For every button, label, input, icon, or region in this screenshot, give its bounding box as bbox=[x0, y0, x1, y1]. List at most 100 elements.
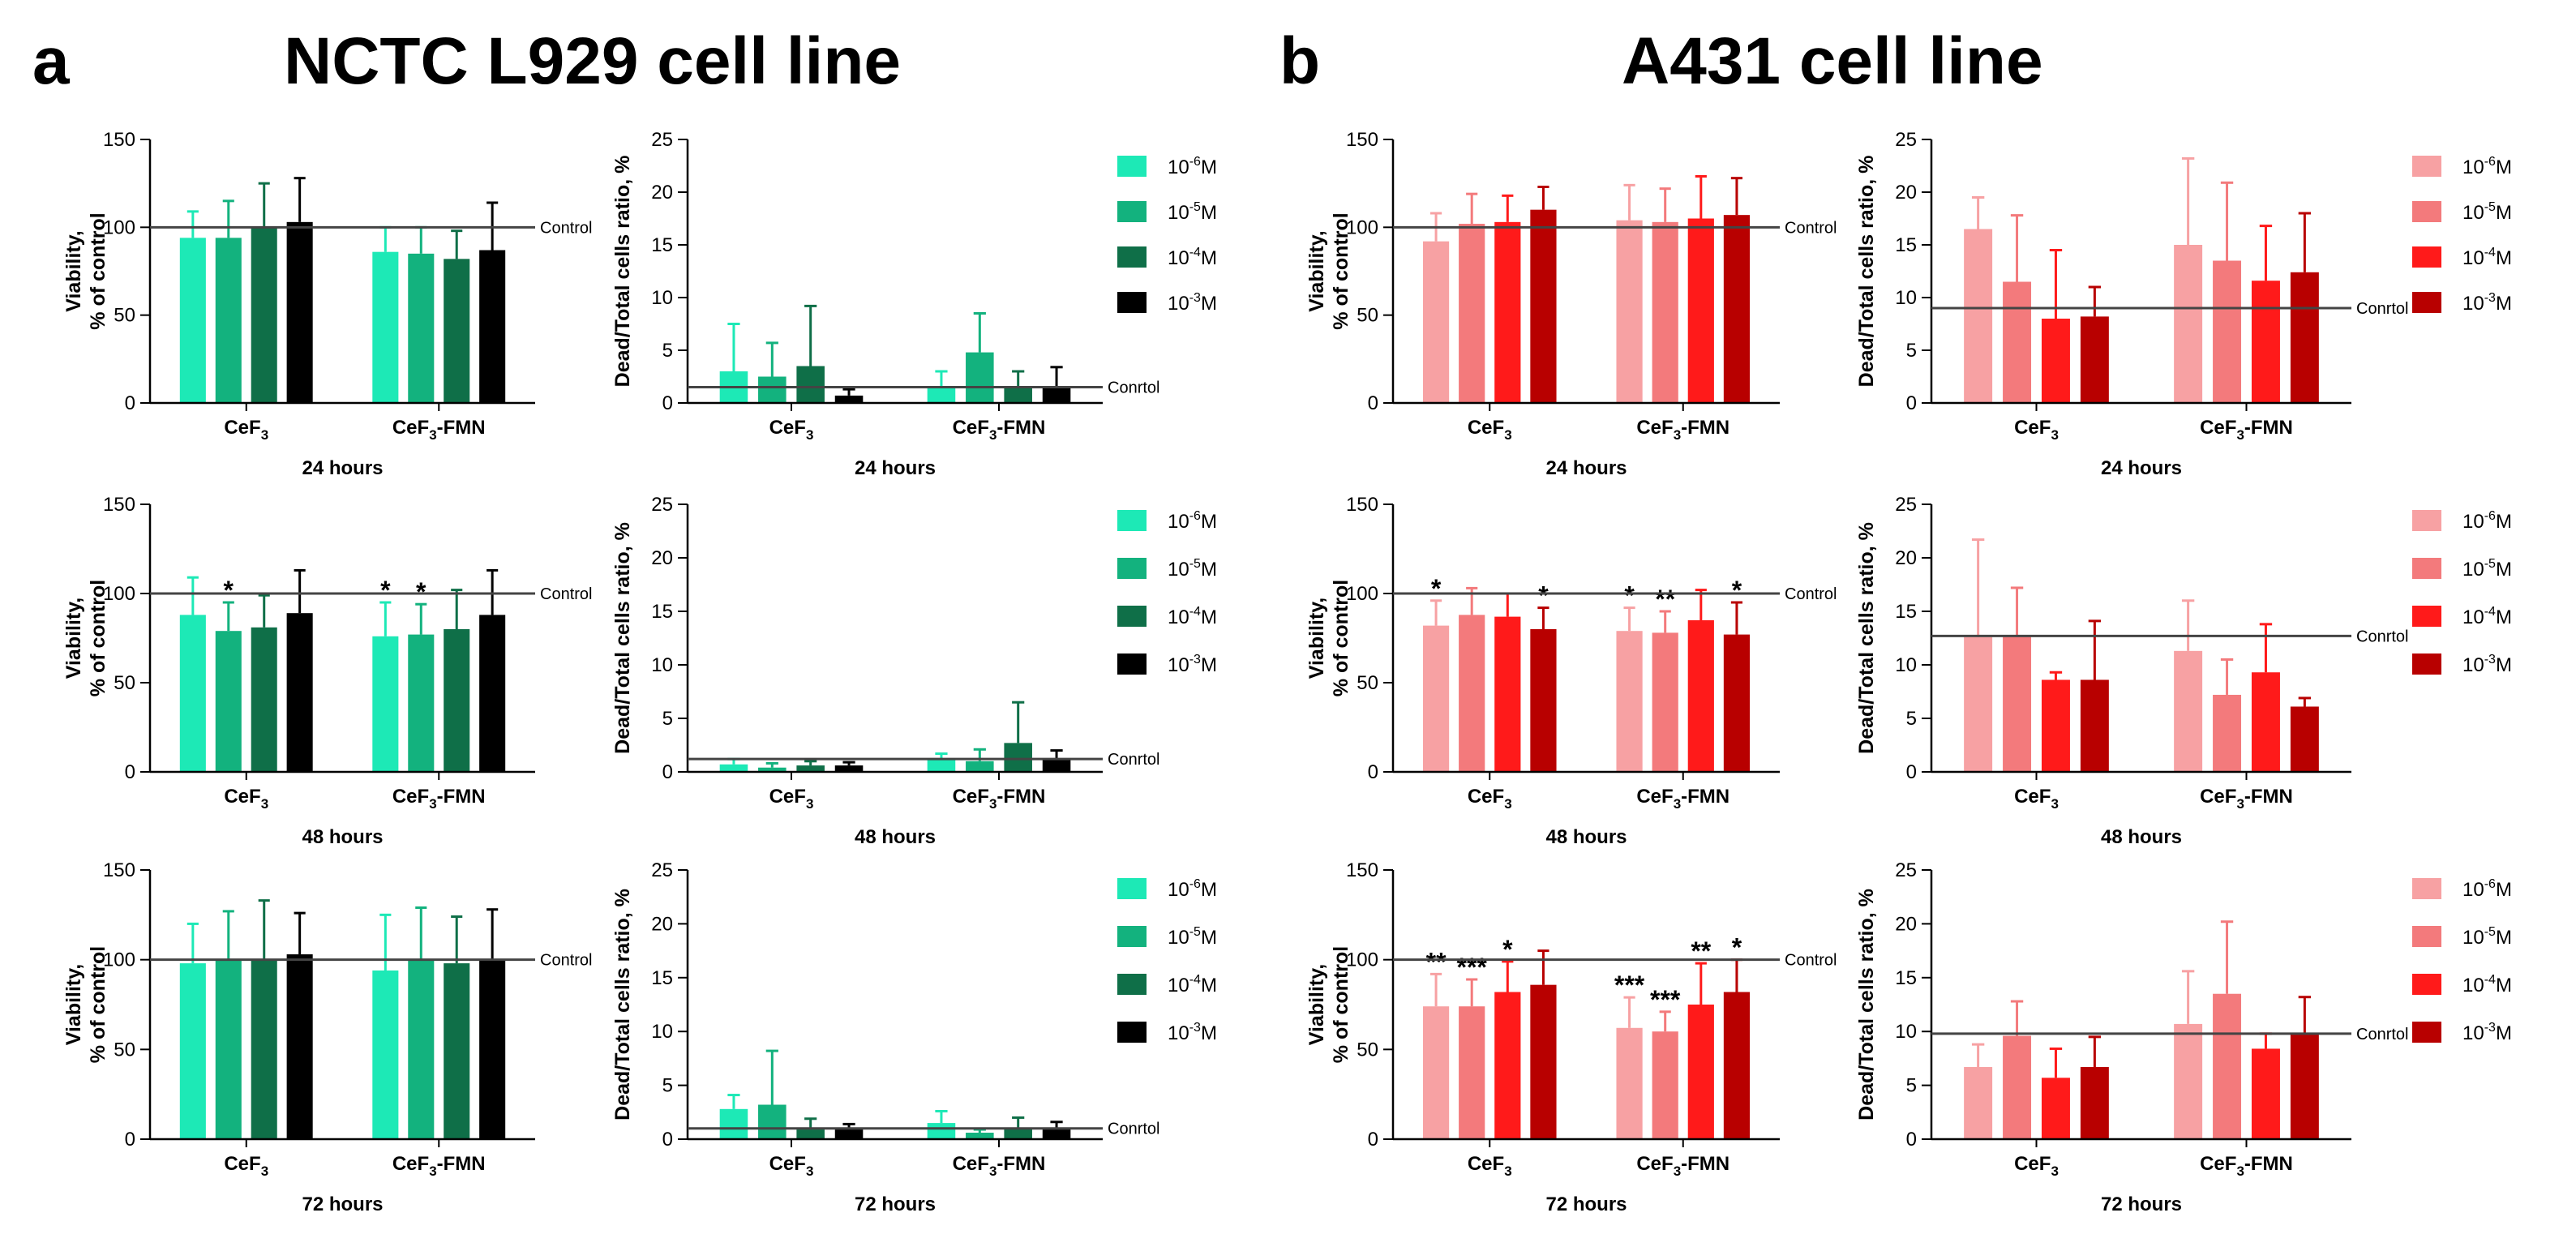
y-tick-label: 100 bbox=[103, 949, 135, 971]
control-label: Control bbox=[540, 585, 592, 603]
bar bbox=[251, 959, 277, 1139]
y-tick-label: 20 bbox=[1895, 182, 1917, 204]
control-label: Conrtol bbox=[1108, 751, 1159, 769]
bar bbox=[1530, 984, 1557, 1139]
bar bbox=[1687, 1005, 1714, 1139]
bar bbox=[215, 959, 242, 1139]
bar bbox=[927, 759, 956, 772]
group-label: CeF3-FMN bbox=[2200, 417, 2293, 443]
bar bbox=[179, 615, 206, 772]
legend-label: 10-6M bbox=[2462, 509, 2512, 533]
legend-label: 10-6M bbox=[1168, 155, 1217, 178]
bar bbox=[2213, 993, 2242, 1139]
legend-swatch bbox=[2412, 292, 2441, 313]
y-tick-label: 100 bbox=[1346, 583, 1378, 605]
control-label: Conrtol bbox=[1108, 1121, 1159, 1138]
time-label: 72 hours bbox=[2101, 1193, 2182, 1215]
legend-swatch bbox=[2412, 606, 2441, 627]
bar bbox=[444, 259, 470, 403]
group-label: CeF3-FMN bbox=[2200, 786, 2293, 812]
group-label: CeF3 bbox=[2014, 786, 2059, 812]
legend-label: 10-5M bbox=[1168, 557, 1217, 581]
bar bbox=[2213, 694, 2242, 772]
panel-title-b: A431 cell line bbox=[1622, 24, 2043, 98]
group-label: CeF3-FMN bbox=[1636, 417, 1729, 443]
legend-label: 10-4M bbox=[2462, 973, 2512, 996]
y-tick-label: 150 bbox=[1346, 494, 1378, 516]
legend-label: 10-3M bbox=[2462, 1021, 2512, 1044]
control-label: Conrtol bbox=[1108, 379, 1159, 397]
significance-mark: * bbox=[416, 577, 426, 606]
significance-mark: * bbox=[1624, 581, 1635, 611]
legend-label: 10-4M bbox=[1168, 973, 1217, 996]
y-tick-label: 20 bbox=[651, 182, 673, 204]
y-tick-label: 25 bbox=[1895, 129, 1917, 151]
bar bbox=[2080, 1067, 2109, 1139]
y-tick-label: 20 bbox=[651, 913, 673, 935]
bar bbox=[2251, 672, 2280, 772]
legend-label: 10-4M bbox=[1168, 605, 1217, 628]
y-tick-label: 50 bbox=[1357, 305, 1378, 327]
legend-swatch bbox=[2412, 1022, 2441, 1043]
y-tick-label: 50 bbox=[114, 1039, 135, 1061]
bar bbox=[372, 251, 399, 403]
time-label: 48 hours bbox=[2101, 826, 2182, 848]
legend-swatch bbox=[1117, 926, 1147, 947]
time-label: 48 hours bbox=[1545, 826, 1627, 848]
legend-swatch bbox=[1117, 606, 1147, 627]
group-label: CeF3 bbox=[1468, 786, 1512, 812]
legend-label: 10-3M bbox=[2462, 653, 2512, 676]
legend-label: 10-5M bbox=[1168, 925, 1217, 949]
bar bbox=[1723, 634, 1751, 772]
legend-label: 10-6M bbox=[2462, 155, 2512, 178]
bar bbox=[927, 1123, 956, 1139]
bar bbox=[1459, 224, 1485, 403]
control-label: Control bbox=[1785, 585, 1837, 603]
control-label: Control bbox=[1785, 952, 1837, 970]
group-label: CeF3 bbox=[769, 1153, 814, 1179]
significance-mark: * bbox=[1732, 576, 1742, 605]
significance-mark: ** bbox=[1691, 936, 1711, 966]
bar bbox=[834, 765, 864, 772]
bar bbox=[1964, 229, 1993, 403]
y-tick-label: 100 bbox=[103, 216, 135, 238]
time-label: 48 hours bbox=[855, 826, 936, 848]
y-axis-label: Dead/Total cells ratio, % bbox=[1855, 156, 1878, 388]
bar bbox=[479, 250, 506, 403]
control-label: Control bbox=[540, 952, 592, 970]
chart-a-viability-row1: 0 50 100 150 Viability,% of control * CeF3 * * Ce… bbox=[62, 494, 592, 848]
bar bbox=[966, 352, 994, 403]
chart-a-dead-row0: 0 5 10 15 20 25 Dead/Total cells ratio, % CeF3 C… bbox=[611, 129, 1217, 479]
y-tick-label: 0 bbox=[125, 1129, 135, 1151]
bar bbox=[444, 963, 470, 1139]
legend-swatch bbox=[2412, 246, 2441, 268]
legend-swatch bbox=[2412, 653, 2441, 675]
legend-swatch bbox=[1117, 510, 1147, 531]
y-tick-label: 100 bbox=[103, 583, 135, 605]
bar bbox=[1459, 1006, 1485, 1139]
time-label: 72 hours bbox=[855, 1193, 936, 1215]
y-tick-label: 15 bbox=[1895, 234, 1917, 256]
bar bbox=[1494, 221, 1521, 403]
group-label: CeF3-FMN bbox=[953, 1153, 1046, 1179]
y-axis-label: Dead/Total cells ratio, % bbox=[1855, 889, 1878, 1121]
y-tick-label: 10 bbox=[651, 654, 673, 676]
y-axis-label: Dead/Total cells ratio, % bbox=[611, 889, 634, 1121]
group-label: CeF3-FMN bbox=[953, 417, 1046, 443]
y-tick-label: 15 bbox=[651, 601, 673, 623]
bar bbox=[796, 1129, 825, 1139]
bar bbox=[372, 970, 399, 1139]
y-tick-label: 25 bbox=[651, 494, 673, 516]
legend-label: 10-4M bbox=[2462, 605, 2512, 628]
significance-mark: * bbox=[1538, 581, 1549, 611]
y-tick-label: 10 bbox=[1895, 654, 1917, 676]
control-label: Conrtol bbox=[2356, 300, 2408, 318]
y-tick-label: 25 bbox=[651, 129, 673, 151]
bar bbox=[372, 636, 399, 772]
y-tick-label: 100 bbox=[1346, 216, 1378, 238]
time-label: 24 hours bbox=[1545, 457, 1627, 479]
significance-mark: *** bbox=[1650, 985, 1681, 1014]
legend-swatch bbox=[1117, 653, 1147, 675]
y-tick-label: 0 bbox=[662, 1129, 673, 1151]
